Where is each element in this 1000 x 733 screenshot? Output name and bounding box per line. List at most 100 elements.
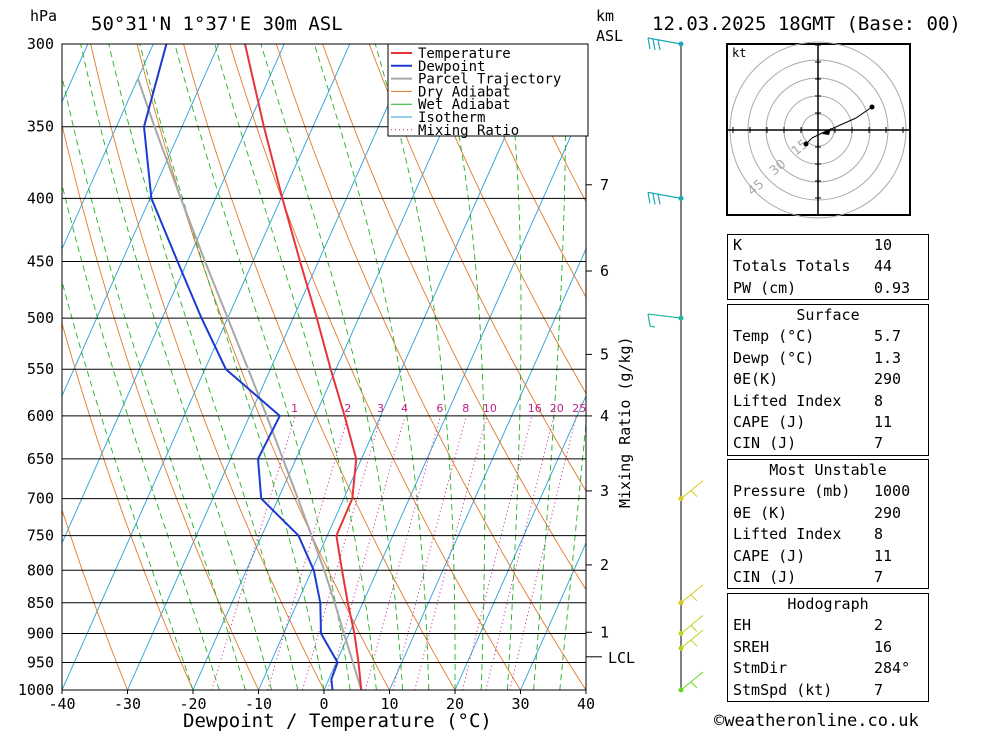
wind-barb bbox=[647, 313, 682, 328]
hodograph-table: Hodograph EH 2 SREH 16 StmDir 284° StmSpd (… bbox=[727, 593, 929, 702]
pw-label: PW (cm) bbox=[733, 278, 797, 297]
mu-cin-label: CIN (J) bbox=[733, 567, 797, 586]
isotherm-line bbox=[323, 100, 586, 690]
mixing-ratio-line bbox=[364, 415, 441, 690]
pressure-tick-label: 450 bbox=[27, 253, 54, 271]
wet-adiabat-line bbox=[505, 44, 522, 690]
mu-pressure-value: 1000 bbox=[874, 482, 911, 501]
mu-theta-label: θE (K) bbox=[733, 503, 788, 522]
surface-dewp-label: Dewp (°C) bbox=[733, 348, 815, 367]
tt-value: 44 bbox=[874, 257, 893, 276]
wet-adiabat-line bbox=[440, 44, 486, 690]
dewpoint-line bbox=[142, 44, 339, 690]
surface-theta-value: 290 bbox=[874, 370, 902, 389]
wind-barb bbox=[647, 37, 682, 51]
km-label: km bbox=[596, 7, 614, 25]
dry-adiabat-line bbox=[275, 44, 586, 690]
mixing-ratio-lines bbox=[211, 415, 577, 690]
profiles bbox=[136, 44, 363, 690]
isotherm-line bbox=[127, 44, 416, 690]
mixing-ratio-axis-title: Mixing Ratio (g/kg) bbox=[616, 336, 634, 508]
mixing-ratio-label: 8 bbox=[462, 402, 469, 415]
wet-adiabat-line bbox=[62, 74, 246, 690]
wet-adiabat-line bbox=[139, 44, 325, 690]
surface-cin-value: 7 bbox=[874, 434, 884, 453]
wind-barb bbox=[680, 615, 704, 634]
dry-adiabat-line bbox=[415, 44, 586, 395]
sreh-label: SREH bbox=[733, 637, 770, 656]
isotherm-line bbox=[62, 44, 351, 690]
mu-cape-value: 11 bbox=[874, 546, 893, 565]
stmspd-label: StmSpd (kt) bbox=[733, 680, 833, 699]
isotherm-line bbox=[62, 44, 154, 251]
pressure-tick-label: 800 bbox=[27, 561, 54, 579]
legend-label: Temperature bbox=[418, 46, 511, 62]
dry-adiabat-line bbox=[368, 44, 586, 492]
mixing-ratio-label: 2 bbox=[344, 402, 351, 415]
km-tick-label: 6 bbox=[600, 262, 609, 280]
eh-value: 2 bbox=[874, 616, 884, 635]
mixing-ratio-label: 6 bbox=[436, 402, 443, 415]
surface-cin-label: CIN (J) bbox=[733, 434, 797, 453]
pressure-tick-label: 1000 bbox=[18, 681, 54, 699]
pw-value: 0.93 bbox=[874, 278, 911, 297]
mixing-ratio-label: 10 bbox=[483, 402, 497, 415]
tt-label: Totals Totals bbox=[733, 257, 851, 276]
temp-tick-label: -10 bbox=[245, 695, 272, 713]
mu-li-value: 8 bbox=[874, 525, 884, 544]
storm-motion-arrow bbox=[822, 128, 831, 135]
surface-title: Surface bbox=[796, 306, 860, 324]
pressure-tick-label: 550 bbox=[27, 360, 54, 378]
mixing-ratio-labels: 1 2 3 4 6 8 10 16 20 25 bbox=[291, 402, 586, 415]
wind-barb bbox=[680, 629, 704, 649]
km-tick-label: 5 bbox=[600, 345, 609, 363]
surface-cape-label: CAPE (J) bbox=[733, 412, 806, 431]
legend-label: Wet Adiabat bbox=[418, 97, 511, 113]
isotherm-line bbox=[258, 44, 547, 690]
wind-barb bbox=[680, 480, 704, 500]
surface-li-label: Lifted Index bbox=[733, 391, 842, 410]
temp-tick-label: -20 bbox=[179, 695, 206, 713]
isotherm-line bbox=[62, 44, 285, 545]
surface-li-value: 8 bbox=[874, 391, 884, 410]
mu-theta-value: 290 bbox=[874, 503, 902, 522]
axis-labels: 3003504004505005506006507007508008509009… bbox=[18, 35, 635, 713]
wet-adiabat-line bbox=[374, 44, 456, 690]
legend-label: Mixing Ratio bbox=[418, 123, 519, 139]
stmdir-label: StmDir bbox=[733, 659, 788, 678]
surface-table: Surface Temp (°C) 5.7 Dewp (°C) 1.3 θE(K) 2… bbox=[727, 304, 929, 456]
wet-adiabat-line bbox=[533, 44, 567, 690]
hodo-title: Hodograph bbox=[787, 595, 869, 613]
legend-label: Dewpoint bbox=[418, 59, 485, 75]
legend-label: Parcel Trajectory bbox=[418, 72, 561, 88]
isotherm-line bbox=[0, 44, 22, 690]
temp-tick-label: 10 bbox=[380, 695, 398, 713]
mixing-ratio-label: 3 bbox=[377, 402, 384, 415]
x-axis-title: Dewpoint / Temperature (°C) bbox=[183, 710, 492, 732]
surface-theta-label: θE(K) bbox=[733, 370, 779, 389]
mixing-ratio-label: 20 bbox=[550, 402, 564, 415]
hodograph-unit: kt bbox=[732, 46, 746, 60]
mixing-ratio-label: 4 bbox=[401, 402, 408, 415]
isotherm-line bbox=[389, 247, 586, 690]
wind-barbs bbox=[647, 37, 704, 693]
mu-li-label: Lifted Index bbox=[733, 525, 842, 544]
pressure-tick-label: 900 bbox=[27, 624, 54, 642]
pressure-tick-label: 950 bbox=[27, 653, 54, 671]
dry-adiabat-line bbox=[62, 508, 128, 690]
parcel-line bbox=[136, 78, 363, 690]
asl-label: ASL bbox=[596, 27, 623, 45]
mu-cin-value: 7 bbox=[874, 567, 884, 586]
surface-temp-value: 5.7 bbox=[874, 327, 902, 346]
mixing-ratio-label: 16 bbox=[528, 402, 542, 415]
legend-label: Dry Adiabat bbox=[418, 84, 511, 100]
wind-barb bbox=[680, 584, 704, 604]
temp-tick-label: 40 bbox=[577, 695, 595, 713]
temp-tick-label: -30 bbox=[114, 695, 141, 713]
surface-dewp-value: 1.3 bbox=[874, 348, 902, 367]
mixing-ratio-label: 25 bbox=[572, 402, 586, 415]
mixing-ratio-line bbox=[267, 415, 349, 690]
wet-adiabat-lines bbox=[62, 44, 586, 690]
